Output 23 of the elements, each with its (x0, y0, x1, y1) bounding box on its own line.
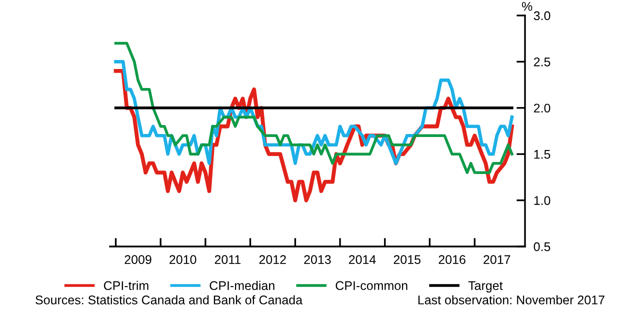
x-tick-label: 2009 (124, 255, 152, 264)
x-tick-label: 2010 (170, 255, 196, 264)
legend-label: CPI-common (336, 281, 408, 290)
x-tick-label: 2016 (438, 255, 466, 264)
y-tick-label: 0.5 (534, 242, 550, 252)
x-tick-label: 2013 (304, 255, 331, 264)
x-tick-label: 2011 (214, 255, 240, 264)
x-tick-label: 2014 (348, 255, 376, 264)
legend-label: CPI-median (210, 280, 274, 290)
legend-label: CPI-trim (104, 280, 148, 290)
text: Last observation: November 2017 (418, 295, 604, 304)
y-tick-label: 2.0 (534, 104, 550, 113)
x-tick-label: 2012 (259, 255, 286, 264)
line-series (114, 42, 514, 174)
x-tick-label: 2015 (394, 255, 420, 264)
y-tick-label: 1.0 (534, 196, 550, 205)
x-tick-label: 2017 (484, 255, 510, 264)
legend-label: Target (468, 281, 503, 292)
y-axis-title: % (522, 2, 532, 11)
y-tick-label: 3.0 (534, 11, 550, 20)
source-note: Sources: Statistics Canada and Bank of Canada (36, 295, 303, 304)
y-tick-label: 2.5 (534, 58, 550, 66)
y-tick-label: 1.5 (534, 150, 550, 159)
